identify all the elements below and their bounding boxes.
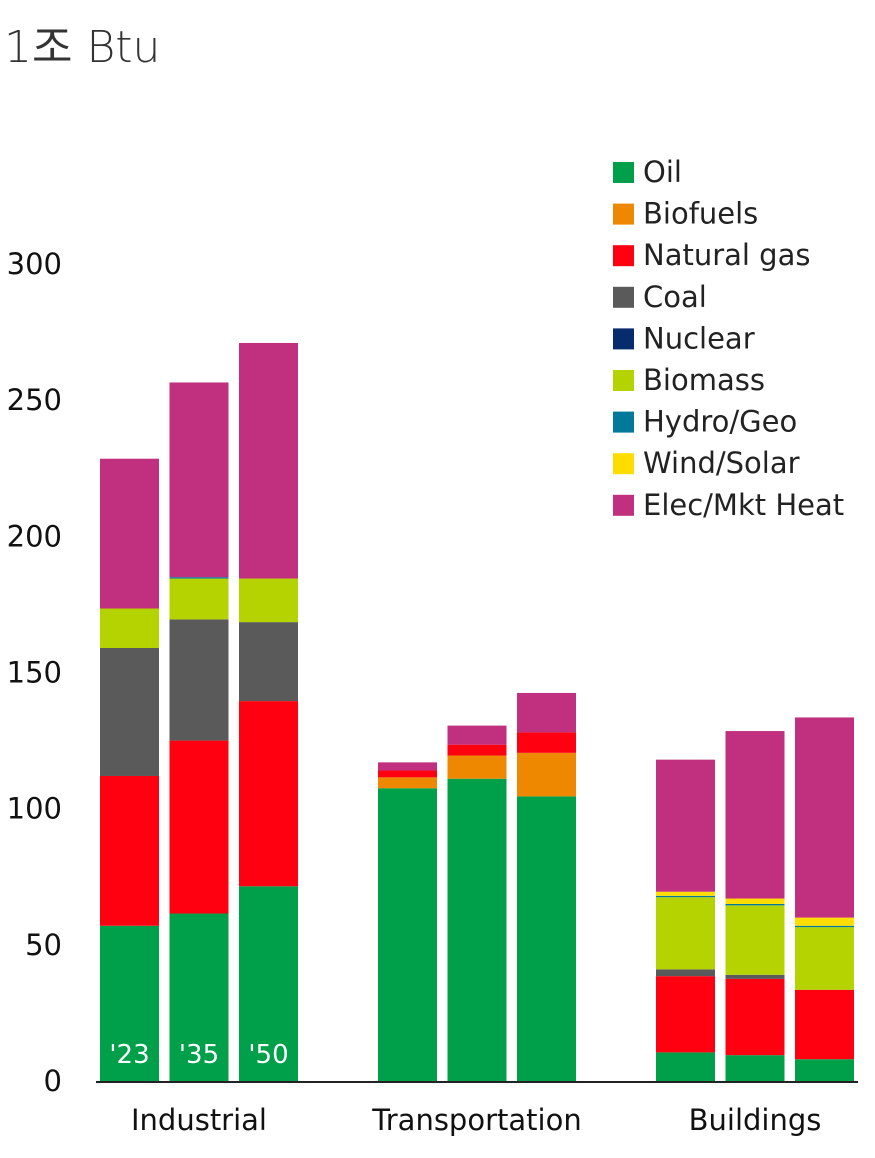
bar-segment-hydro-geo: [656, 895, 715, 898]
bar-segment-natural-gas: [795, 989, 854, 1060]
bar-segment-oil: [169, 913, 229, 1081]
legend-swatch: [613, 203, 634, 225]
bar-segment-coal: [100, 647, 159, 776]
bar-segment-natural-gas: [378, 770, 437, 778]
bar-segment-elec-mkt-heat: [656, 759, 715, 892]
category-label: Transportation: [371, 1103, 581, 1137]
bar-segment-oil: [239, 886, 298, 1081]
legend-entry: Coal: [643, 280, 707, 314]
y-tick-label: 150: [7, 656, 62, 690]
legend: Oil Biofuels Natural gas Coal Nuclear Biomass…: [613, 155, 844, 522]
bar-segment-oil: [378, 788, 437, 1081]
bar-segment-natural-gas: [517, 732, 576, 753]
legend-swatch: [613, 162, 634, 183]
year-label: '50: [248, 1040, 288, 1070]
bar-segment-wind-solar: [795, 917, 854, 926]
bar-segment-natural-gas: [447, 744, 507, 756]
legend-swatch: [613, 453, 634, 475]
bar-segment-elec-mkt-heat: [725, 731, 785, 899]
year-label: '23: [109, 1040, 149, 1070]
bar-segment-biomass: [725, 905, 785, 975]
y-axis: 0 50 100 150 200 250 300: [7, 247, 62, 1098]
bar-segment-hydro-geo: [725, 903, 785, 906]
y-tick-label: 200: [7, 519, 62, 553]
legend-swatch: [613, 411, 634, 433]
bar-segment-natural-gas: [656, 976, 715, 1053]
bar-segment-coal: [725, 974, 785, 979]
bar-segment-oil: [447, 778, 507, 1081]
y-tick-label: 250: [7, 383, 62, 417]
bar-segment-wind-solar: [656, 891, 715, 896]
legend-swatch: [613, 370, 634, 391]
y-tick-label: 0: [44, 1064, 62, 1098]
category-labels: Industrial Transportation Buildings: [131, 1103, 821, 1137]
bar-segment-oil: [100, 925, 159, 1081]
bars: [100, 342, 854, 1081]
bar-segment-coal: [169, 619, 229, 741]
legend-swatch: [613, 245, 634, 267]
bar-segment-biofuels: [447, 755, 507, 779]
year-labels: '23 '35 '50: [109, 1040, 288, 1070]
legend-swatch: [613, 328, 634, 350]
bar-segment-biofuels: [517, 752, 576, 797]
bar-segment-biomass: [239, 578, 298, 623]
y-tick-label: 100: [7, 792, 62, 826]
legend-swatch: [613, 286, 634, 308]
year-label: '35: [179, 1040, 219, 1070]
legend-entry: Elec/Mkt Heat: [643, 488, 844, 522]
bar-segment-oil: [795, 1059, 854, 1081]
bar-segment-oil: [725, 1055, 785, 1081]
bar-segment-natural-gas: [169, 740, 229, 914]
legend-entry: Wind/Solar: [643, 446, 800, 480]
bar-segment-hydro-geo: [795, 925, 854, 928]
bar-segment-elec-mkt-heat: [795, 717, 854, 918]
bar-segment-biomass: [795, 927, 854, 990]
bar-segment-natural-gas: [100, 775, 159, 926]
bar-segment-elec-mkt-heat: [517, 692, 576, 733]
bar-segment-coal: [239, 622, 298, 702]
bar-segment-natural-gas: [239, 701, 298, 887]
bar-segment-oil: [517, 796, 576, 1081]
y-tick-label: 300: [7, 247, 62, 281]
bar-segment-wind-solar: [725, 898, 785, 904]
bar-segment-natural-gas: [725, 978, 785, 1056]
legend-entry: Biofuels: [643, 197, 758, 231]
bar-segment-biomass: [169, 578, 229, 620]
bar-segment-biomass: [100, 608, 159, 648]
bar-segment-elec-mkt-heat: [378, 762, 437, 771]
legend-entry: Nuclear: [643, 321, 755, 355]
category-label: Industrial: [131, 1103, 267, 1137]
bar-segment-hydro-geo: [169, 577, 229, 579]
bar-segment-oil: [656, 1052, 715, 1081]
bar-segment-elec-mkt-heat: [169, 382, 229, 578]
bar-segment-elec-mkt-heat: [447, 725, 507, 745]
bar-segment-elec-mkt-heat: [100, 458, 159, 609]
legend-entry: Oil: [643, 155, 682, 189]
unit-label: 1조 Btu: [4, 22, 160, 73]
legend-entry: Hydro/Geo: [643, 405, 797, 439]
bar-segment-elec-mkt-heat: [239, 342, 298, 579]
legend-swatch: [613, 494, 634, 516]
legend-entry: Biomass: [643, 363, 765, 397]
legend-entry: Natural gas: [643, 238, 810, 272]
bar-segment-biofuels: [378, 777, 437, 789]
bar-segment-coal: [656, 969, 715, 977]
bar-segment-biomass: [656, 897, 715, 970]
y-tick-label: 50: [25, 928, 62, 962]
category-label: Buildings: [689, 1103, 822, 1137]
